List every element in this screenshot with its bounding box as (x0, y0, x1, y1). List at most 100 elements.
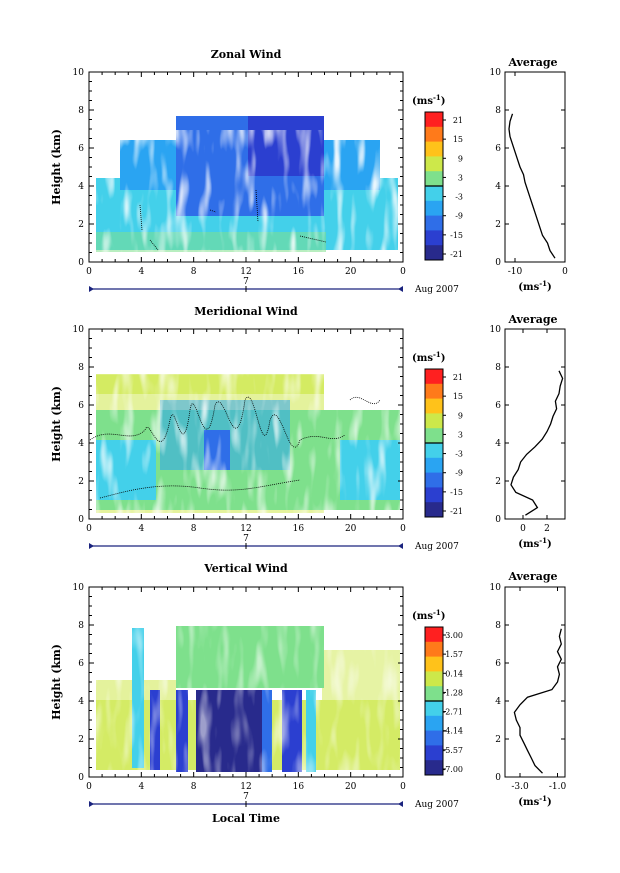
colorbar-swatch (425, 141, 443, 157)
heatmap-field (96, 370, 400, 514)
colorbar-swatch (425, 715, 443, 731)
colorbar-unit-label: (ms-1) (412, 608, 445, 622)
x-tick-label: 0 (86, 782, 92, 792)
profile-y-tick-label: 10 (490, 325, 502, 335)
x-tick-label: 20 (345, 782, 357, 792)
y-tick-label: 0 (78, 773, 84, 783)
profile-line (508, 113, 556, 259)
x-tick-label: 0 (86, 524, 92, 534)
date-day-label: 7 (243, 534, 249, 544)
profile-y-tick-label: 4 (495, 697, 501, 707)
panel-title: Zonal Wind (211, 48, 282, 61)
colorbar-swatch (425, 472, 443, 488)
colorbar-swatch (425, 745, 443, 761)
profile-y-tick-label: 0 (495, 258, 501, 268)
profile-y-tick-label: 6 (495, 144, 501, 154)
profile-line (513, 628, 563, 774)
y-tick-label: 8 (78, 106, 84, 116)
profile-y-tick-label: 2 (495, 477, 501, 487)
x-tick-label: 12 (240, 782, 251, 792)
y-tick-label: 2 (78, 477, 84, 487)
colorbar-tick-label: -21 (450, 250, 463, 259)
wind-contour (89, 396, 381, 499)
x-tick-label: 16 (293, 782, 305, 792)
profile-x-tick-label: 2 (544, 524, 550, 534)
colorbar-tick-label: -7.00 (442, 765, 463, 774)
colorbar-tick-label: 15 (453, 135, 463, 144)
profile-y-tick-label: 0 (495, 515, 501, 525)
y-tick-label: 8 (78, 363, 84, 373)
colorbar-tick-label: -9 (455, 212, 463, 221)
colorbar: (ms-1) 3.00 1.57 0.14 -1.28 -2.71 -4.14 -5.57 -… (412, 608, 463, 776)
colorbar-tick-label: -2.71 (442, 708, 463, 717)
y-tick-label: 2 (78, 735, 84, 745)
x-tick-label: 16 (293, 267, 305, 277)
y-tick-label: 8 (78, 621, 84, 631)
profile-title: Average (507, 56, 557, 69)
colorbar-tick-label: 0.14 (445, 669, 463, 678)
profile-x-label: (ms-1) (518, 794, 551, 808)
colorbar-swatch (425, 641, 443, 657)
colorbar-unit-label: (ms-1) (412, 350, 445, 364)
y-axis-label: Height (km) (50, 644, 63, 720)
panel-title: Meridional Wind (194, 305, 298, 318)
y-tick-label: 6 (78, 144, 84, 154)
date-axis: 7 Aug 2007 (89, 277, 459, 295)
x-tick-label: 0 (86, 267, 92, 277)
x-axis: 0 4 8 12 16 20 0 (86, 72, 406, 277)
profile-y-tick-label: 2 (495, 735, 501, 745)
colorbar-tick-label: 15 (453, 392, 463, 401)
colorbar-tick-label: -3 (455, 193, 463, 202)
colorbar-tick-label: 9 (458, 154, 463, 163)
x-tick-label: 0 (400, 524, 406, 534)
profile-y-tick-label: 10 (490, 583, 502, 593)
x-tick-label: 16 (293, 524, 305, 534)
date-day-label: 7 (243, 792, 249, 802)
colorbar-tick-label: 1.57 (445, 650, 463, 659)
date-label: Aug 2007 (414, 800, 459, 810)
profile-y-tick-label: 10 (490, 68, 502, 78)
profile-y-tick-label: 8 (495, 363, 501, 373)
profile-y-tick-label: 4 (495, 439, 501, 449)
profile-title: Average (507, 570, 557, 583)
colorbar-swatch (425, 413, 443, 429)
profile-y-tick-label: 2 (495, 220, 501, 230)
date-axis: 7 Aug 2007 (89, 792, 459, 810)
colorbar-swatch (425, 230, 443, 246)
colorbar-swatch (425, 502, 443, 518)
y-tick-label: 0 (78, 258, 84, 268)
colorbar-swatch (425, 760, 443, 776)
colorbar-swatch (425, 215, 443, 231)
y-axis: 0 2 4 6 8 10 (73, 325, 403, 525)
x-axis: 0 4 8 12 16 20 0 (86, 329, 406, 534)
profile-line (510, 370, 564, 516)
x-tick-label: 20 (345, 524, 357, 534)
y-tick-label: 4 (78, 439, 84, 449)
profile-x-tick-label: -3.0 (511, 782, 529, 792)
x-tick-label: 8 (191, 782, 197, 792)
colorbar-swatch (425, 112, 443, 128)
x-tick-label: 4 (138, 267, 144, 277)
colorbar-swatch (425, 487, 443, 503)
colorbar-tick-label: -5.57 (442, 746, 463, 755)
profile-x-tick-label: 0 (520, 524, 526, 534)
colorbar-swatch (425, 245, 443, 261)
profile-y-tick-label: 6 (495, 659, 501, 669)
colorbar-tick-label: -4.14 (442, 727, 463, 736)
y-tick-label: 10 (73, 583, 85, 593)
colorbar-tick-label: -21 (450, 507, 463, 516)
colorbar-swatch (425, 627, 443, 643)
x-tick-label: 8 (191, 524, 197, 534)
profile-y-tick-label: 6 (495, 401, 501, 411)
colorbar-tick-label: 21 (453, 373, 463, 382)
y-tick-label: 10 (73, 68, 85, 78)
x-tick-label: 20 (345, 267, 357, 277)
profile-y-tick-label: 4 (495, 182, 501, 192)
colorbar-swatch (425, 686, 443, 702)
date-label: Aug 2007 (414, 285, 459, 295)
x-tick-label: 8 (191, 267, 197, 277)
colorbar-swatch (425, 457, 443, 473)
colorbar-swatch (425, 171, 443, 187)
